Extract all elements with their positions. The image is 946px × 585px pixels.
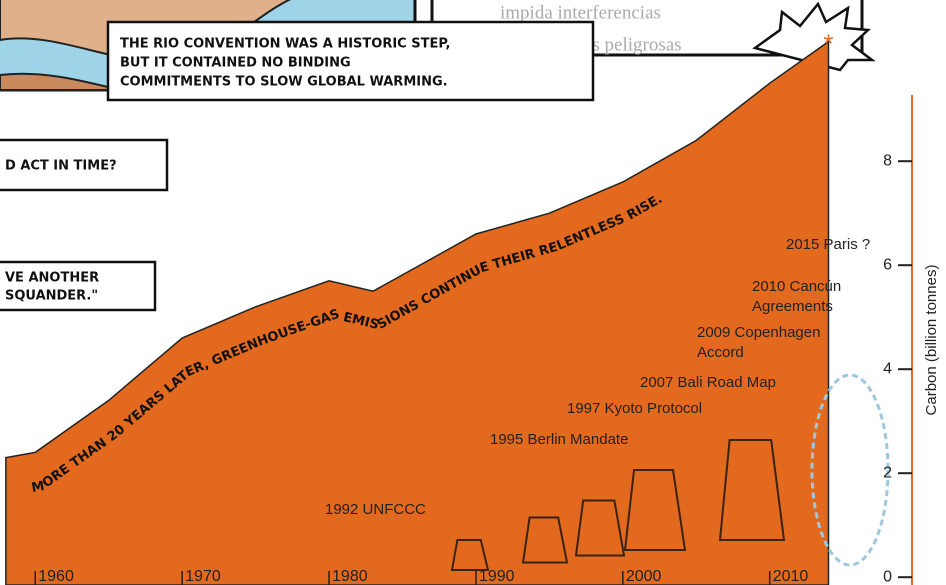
y-tick-label: 4: [883, 360, 892, 377]
annotation: 2007 Bali Road Map: [640, 374, 776, 391]
caption-text: COMMITMENTS TO SLOW GLOBAL WARMING.: [120, 75, 448, 90]
annotation: 1995 Berlin Mandate: [490, 431, 628, 448]
spanish-text: impida interferencias: [500, 2, 661, 23]
y-tick-label: 8: [883, 152, 892, 169]
x-tick-label: 2000: [626, 568, 662, 585]
y-axis-label: Carbon (billion tonnes): [923, 265, 940, 416]
caption-text: BUT IT CONTAINED NO BINDING: [120, 56, 351, 71]
speech-text: SQUANDER.": [5, 289, 98, 304]
y-tick-label: 2: [883, 464, 892, 481]
annotation: 1997 Kyoto Protocol: [567, 400, 702, 417]
annotation: 2015 Paris ?: [786, 236, 870, 253]
speech-text: VE ANOTHER: [5, 271, 99, 286]
annotation: Accord: [697, 344, 744, 361]
x-tick-label: 1970: [185, 568, 221, 585]
annotation: 2009 Copenhagen: [697, 324, 820, 341]
x-tick-label: 2010: [773, 568, 809, 585]
annotation: Agreements: [752, 298, 833, 315]
x-tick-label: 1990: [479, 568, 515, 585]
annotation: 1992 UNFCCC: [325, 501, 426, 518]
chart: impida interferencias enas peligrosas TH…: [0, 0, 946, 585]
y-tick-label: 6: [883, 256, 892, 273]
x-tick-label: 1980: [332, 568, 368, 585]
speech-text: D ACT IN TIME?: [5, 159, 117, 174]
y-tick-label: 0: [883, 568, 892, 585]
caption-text: THE RIO CONVENTION WAS A HISTORIC STEP,: [120, 37, 450, 52]
x-tick-label: 1960: [38, 568, 74, 585]
annotation: 2010 Cancún: [752, 278, 841, 295]
end-marker: *: [823, 28, 833, 58]
